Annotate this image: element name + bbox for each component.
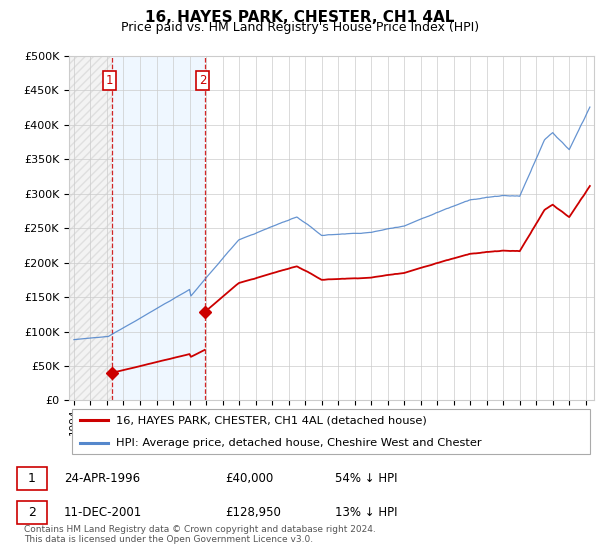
Text: HPI: Average price, detached house, Cheshire West and Chester: HPI: Average price, detached house, Ches…	[116, 438, 482, 448]
FancyBboxPatch shape	[71, 409, 590, 454]
Text: 24-APR-1996: 24-APR-1996	[64, 472, 140, 485]
Text: Contains HM Land Registry data © Crown copyright and database right 2024.
This d: Contains HM Land Registry data © Crown c…	[24, 525, 376, 544]
Text: Price paid vs. HM Land Registry's House Price Index (HPI): Price paid vs. HM Land Registry's House …	[121, 21, 479, 34]
Text: £128,950: £128,950	[225, 506, 281, 519]
Text: 16, HAYES PARK, CHESTER, CH1 4AL: 16, HAYES PARK, CHESTER, CH1 4AL	[145, 10, 455, 25]
Text: 2: 2	[199, 73, 206, 87]
Text: 1: 1	[28, 472, 35, 485]
Bar	[112, 56, 205, 400]
Text: 2: 2	[28, 506, 35, 519]
Text: £40,000: £40,000	[225, 472, 274, 485]
Text: 16, HAYES PARK, CHESTER, CH1 4AL (detached house): 16, HAYES PARK, CHESTER, CH1 4AL (detach…	[116, 416, 427, 426]
Text: 13% ↓ HPI: 13% ↓ HPI	[335, 506, 397, 519]
Text: 54% ↓ HPI: 54% ↓ HPI	[335, 472, 397, 485]
FancyBboxPatch shape	[17, 501, 47, 524]
Text: 1: 1	[106, 73, 113, 87]
Text: 11-DEC-2001: 11-DEC-2001	[64, 506, 142, 519]
Bar	[69, 56, 112, 400]
FancyBboxPatch shape	[17, 467, 47, 489]
